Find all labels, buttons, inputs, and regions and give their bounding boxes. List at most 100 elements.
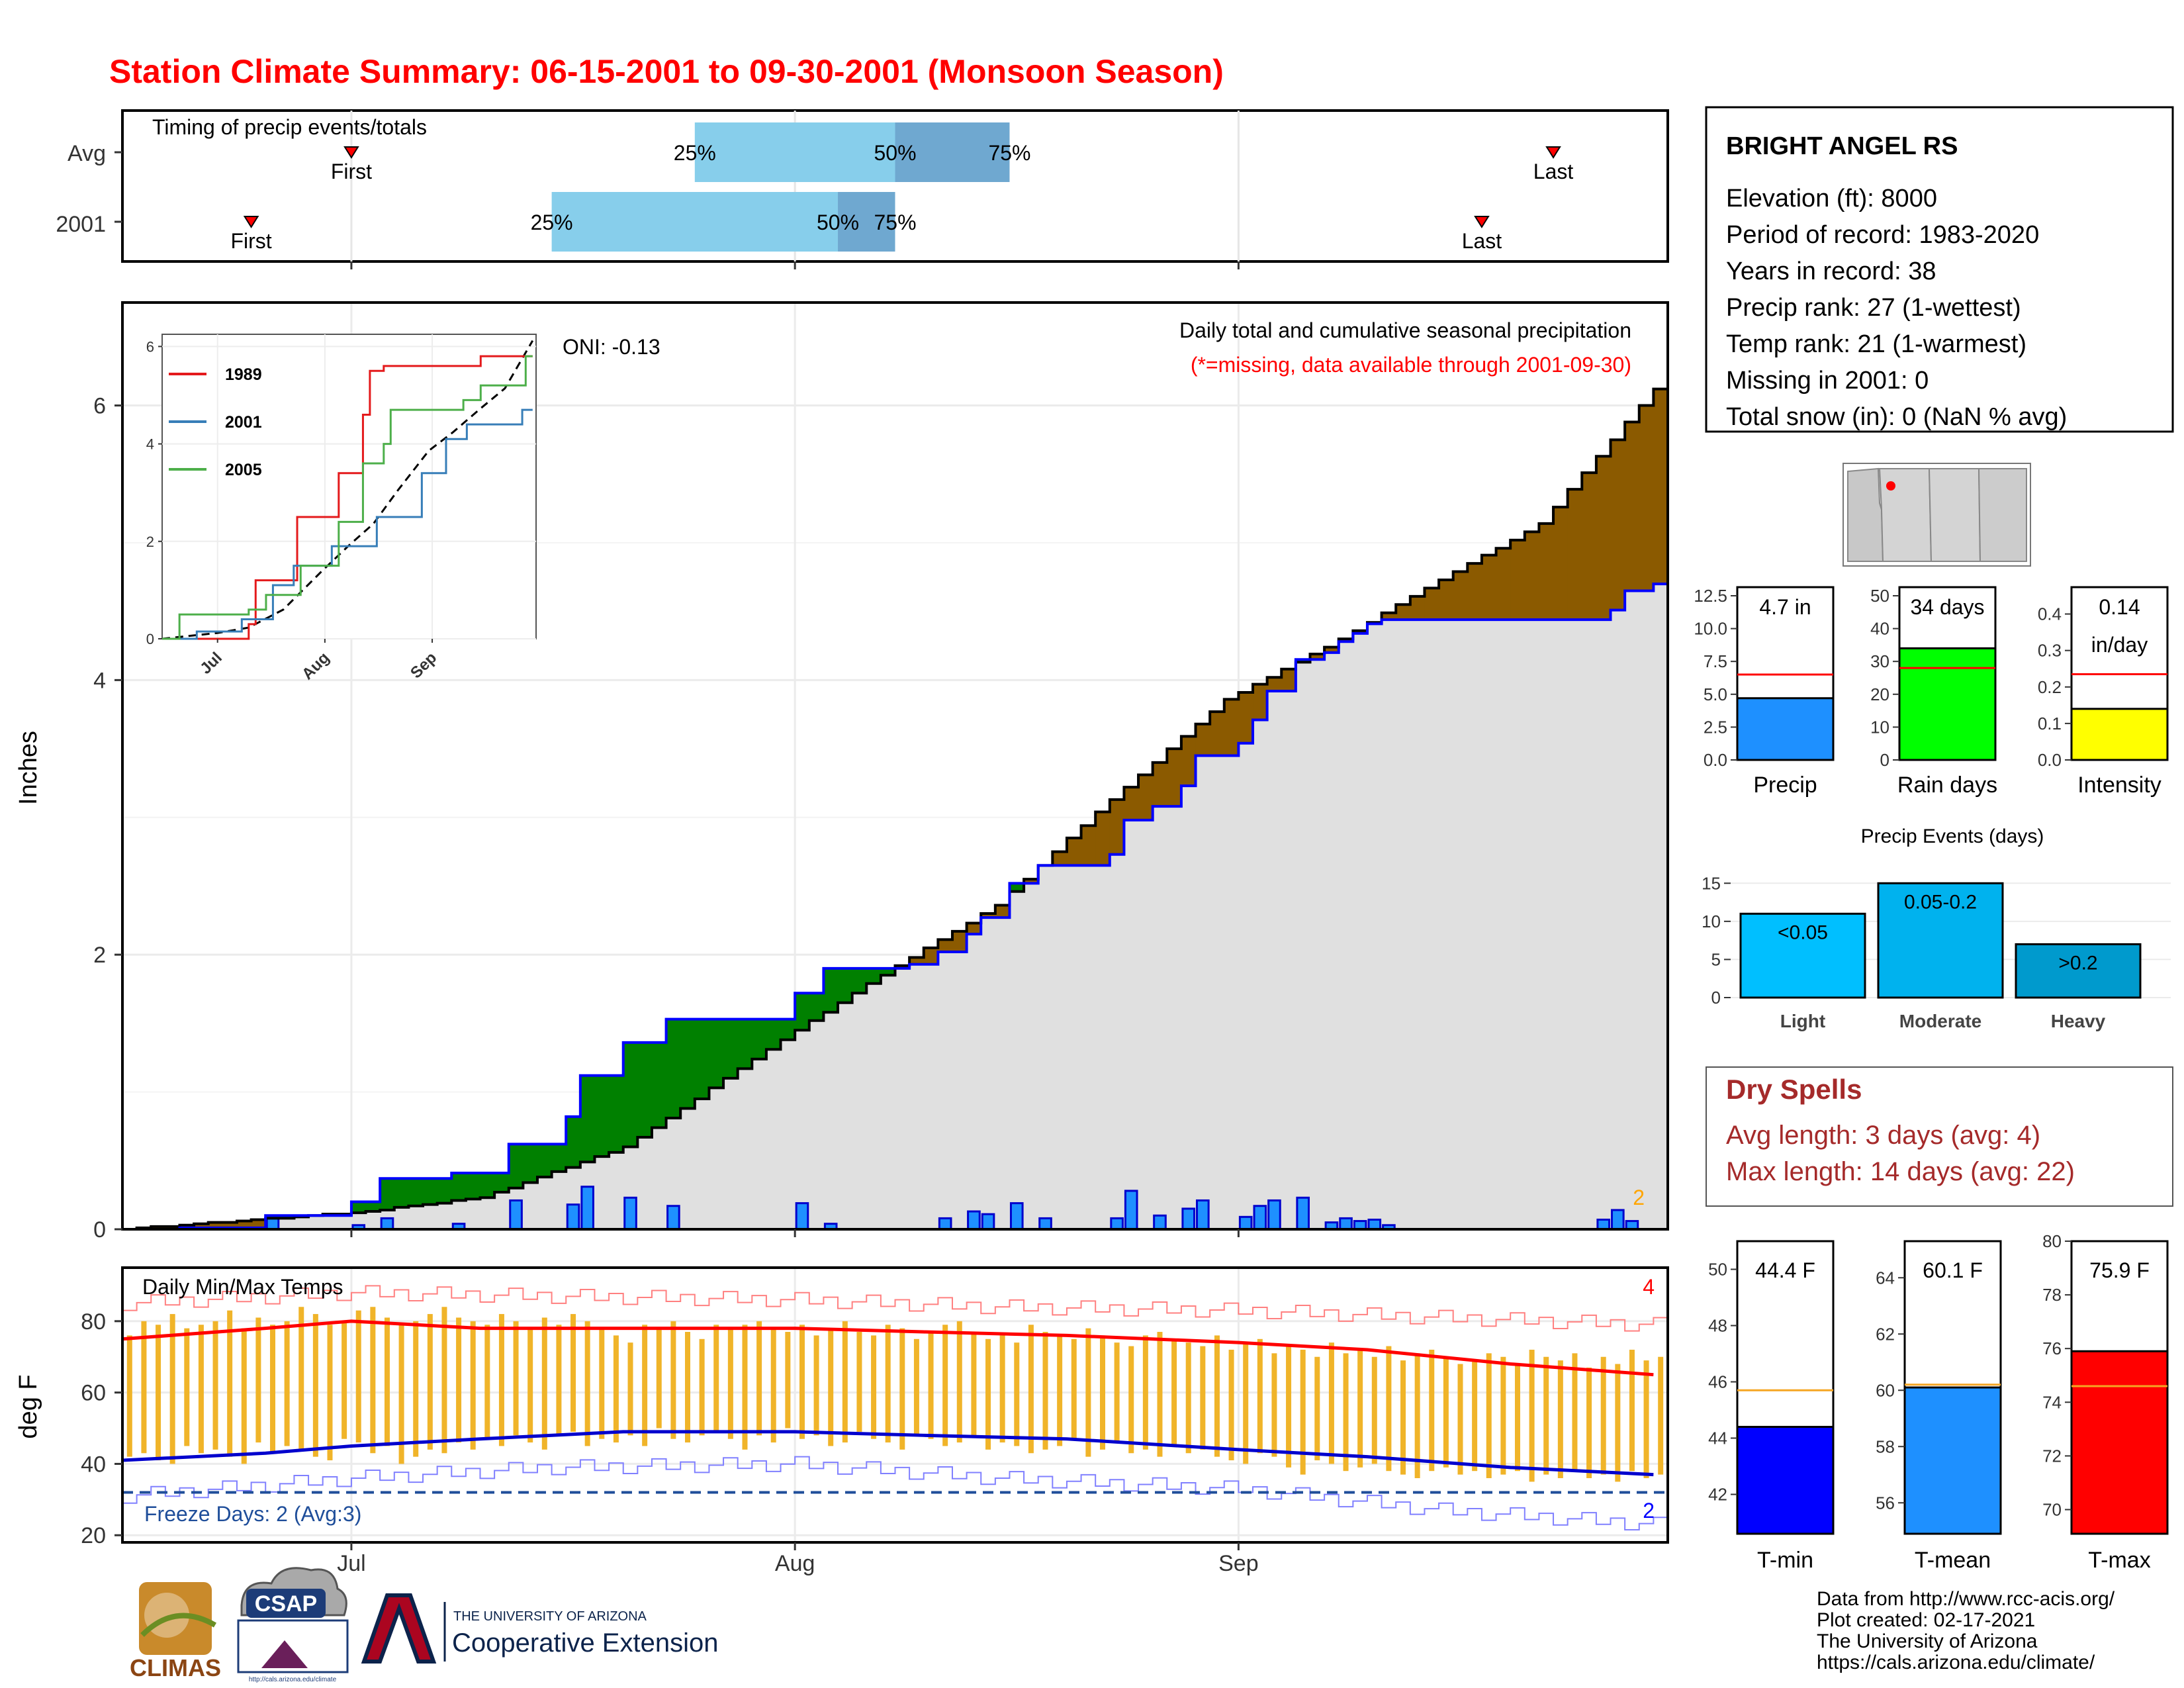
events-ytick-label: 10: [1702, 912, 1721, 931]
temp-title: Daily Min/Max Temps: [142, 1275, 343, 1299]
daily-precip-bar: [1009, 1202, 1024, 1231]
daily-temp-bar: [913, 1338, 919, 1436]
csap-mountain: [261, 1640, 308, 1668]
timing-row-avg-label: Avg: [68, 141, 106, 166]
precip-surplus-area: [1295, 659, 1310, 663]
timing-last-marker: [1545, 146, 1561, 159]
events-ytick-label: 0: [1711, 988, 1721, 1008]
precip-observed-area: [122, 584, 1668, 1229]
daily-precip-bar: [566, 1203, 580, 1231]
inset-ytick-label: 0: [146, 631, 154, 647]
ua-logo-top: THE UNIVERSITY OF ARIZONA: [453, 1609, 647, 1624]
daily-temp-bar: [498, 1314, 504, 1446]
precip-surplus-area: [265, 1215, 281, 1219]
missing-count: 2: [1633, 1186, 1645, 1209]
events-bar-range: 0.05-0.2: [1904, 891, 1977, 913]
timing-p50-label: 50%: [817, 211, 859, 234]
summary-ytick-label: 7.5: [1704, 651, 1727, 671]
summary-ytick-label: 10.0: [1694, 619, 1727, 639]
temp-bar-ytick-label: 76: [2042, 1338, 2062, 1358]
dry-spells-title: Dry Spells: [1726, 1074, 1862, 1105]
precip-surplus-area: [709, 1019, 724, 1088]
missing-note: (*=missing, data available through 2001-…: [1191, 353, 1631, 377]
daily-temp-bar: [627, 1342, 633, 1436]
daily-temp-bar: [255, 1317, 261, 1443]
summary-bar: [1898, 647, 1997, 761]
summary-bar-value: 0.14: [2099, 595, 2140, 619]
temp-ytick-label: 20: [81, 1523, 106, 1548]
station-line: Missing in 2001: 0: [1726, 367, 1929, 395]
daily-temp-bar: [1228, 1349, 1234, 1461]
precip-surplus-area: [351, 1201, 367, 1213]
inset-series-2001: [162, 408, 533, 640]
summary-ytick-label: 40: [1870, 619, 1889, 639]
timing-p50-label: 50%: [874, 141, 916, 165]
locator-state-west: [1847, 467, 1884, 562]
csap-logo: CSAP http://cals.arizona.edu/climate: [237, 1567, 349, 1683]
temp-panel-frame: [121, 1266, 1669, 1544]
temp-ytick-label: 60: [81, 1381, 106, 1406]
csap-url: http://cals.arizona.edu/climate: [249, 1676, 337, 1683]
precip-surplus-area: [494, 1172, 510, 1192]
events-bar: [2015, 943, 2142, 999]
timing-p75-label: 75%: [874, 211, 916, 234]
daily-precip-bar: [1238, 1215, 1253, 1231]
dry-spells-max: Max length: 14 days (avg: 22): [1726, 1157, 2075, 1186]
precip-deficit-area: [1396, 604, 1411, 620]
daily-temp-bar: [1214, 1335, 1220, 1457]
daily-temp-bar: [312, 1314, 318, 1457]
temp-bar-label: T-min: [1757, 1548, 1813, 1573]
precip-deficit-area: [179, 1225, 195, 1228]
summary-bar-label: Precip: [1753, 773, 1817, 798]
daily-temp-bar: [1443, 1356, 1449, 1468]
temp-bar-value: 75.9 F: [2089, 1258, 2150, 1282]
summary-ytick-label: 30: [1870, 651, 1889, 671]
daily-precip-bar: [1124, 1190, 1138, 1231]
precip-observed-line: [122, 583, 1668, 1231]
daily-temp-bar: [842, 1321, 848, 1443]
daily-precip-bar: [1367, 1218, 1382, 1231]
summary-ytick-label: 0.3: [2038, 641, 2062, 661]
daily-temp-bar: [384, 1317, 390, 1446]
precip-deficit-area: [938, 939, 953, 953]
timing-bar-q50-q75: [895, 122, 1010, 182]
daily-temp-bar: [1557, 1360, 1563, 1478]
precip-deficit-area: [1310, 653, 1325, 660]
daily-temp-bar: [956, 1321, 962, 1443]
daily-precip-bar: [1110, 1217, 1124, 1231]
daily-precip-bar: [938, 1217, 952, 1231]
timing-last-label: Last: [1462, 229, 1502, 253]
inset-legend-label: 2001: [225, 413, 262, 432]
daily-temp-bar: [126, 1335, 132, 1457]
events-ytick-label: 5: [1711, 949, 1721, 969]
daily-temp-bar: [885, 1325, 891, 1443]
daily-precip-bar: [1181, 1207, 1196, 1231]
daily-temp-bar: [413, 1321, 419, 1457]
ua-logo: THE UNIVERSITY OF ARIZONA Cooperative Ex…: [361, 1593, 718, 1664]
temp-bar-value: 44.4 F: [1755, 1258, 1815, 1282]
csap-logo-text: CSAP: [255, 1591, 317, 1617]
daily-temp-bar: [370, 1307, 376, 1454]
precip-surplus-area: [437, 1178, 452, 1203]
precip-surplus-area: [594, 1075, 610, 1157]
daily-precip-bar: [981, 1213, 995, 1231]
temp-panel: 20 40 60 80 deg F Daily Min/Max Temps Freez…: [15, 1266, 1669, 1548]
daily-temp-bar: [441, 1307, 447, 1454]
precip-average-line: [122, 387, 1668, 1231]
precip-surplus-area: [780, 1019, 796, 1040]
daily-temp-bar: [541, 1317, 547, 1450]
summary-bar-value: 34 days: [1910, 595, 1984, 619]
climas-logo: CLIMAS: [130, 1582, 221, 1681]
precip-deficit-area: [1553, 507, 1569, 620]
precip-deficit-area: [1453, 571, 1468, 620]
temp-bar-ytick-label: 56: [1876, 1493, 1895, 1513]
precip-deficit-area: [1353, 630, 1368, 633]
daily-temp-bar: [1028, 1325, 1034, 1454]
daily-temp-bar: [270, 1325, 276, 1454]
summary-ytick-label: 0.1: [2038, 714, 2062, 733]
precip-surplus-area: [394, 1178, 409, 1207]
daily-precip-bar: [380, 1217, 394, 1231]
temp-bar-label: T-mean: [1915, 1548, 1991, 1573]
daily-temp-bar: [1529, 1349, 1535, 1482]
station-line: Temp rank: 21 (1-warmest): [1726, 330, 2026, 358]
